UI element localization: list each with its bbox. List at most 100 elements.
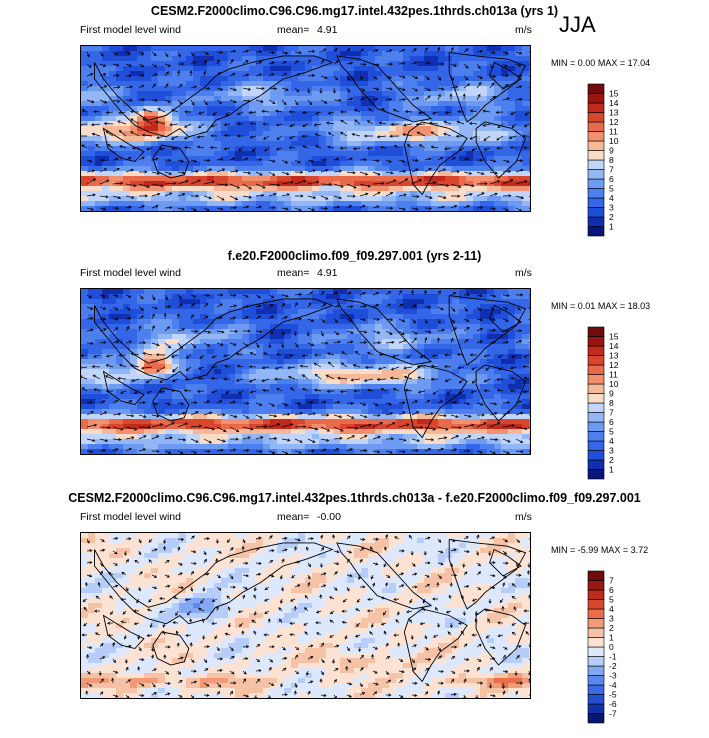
colorbar-swatch — [587, 431, 605, 442]
colorbar-tick-label: 5 — [609, 427, 614, 437]
colorbar-swatch — [587, 336, 605, 347]
colorbar-swatch — [587, 627, 605, 638]
colorbar-swatch — [587, 646, 605, 657]
colorbar-swatch — [587, 374, 605, 385]
colorbar-tick-label: 5 — [609, 184, 614, 194]
colorbar-swatch — [587, 345, 605, 356]
min-label: MIN = — [551, 545, 576, 555]
colorbar-swatch — [587, 675, 605, 686]
colorbar-swatch — [587, 469, 605, 480]
min-max-readout: MIN = -5.99 MAX = 3.72 — [551, 545, 648, 555]
colorbar-tick-label: -3 — [609, 671, 617, 681]
colorbar-swatch — [587, 599, 605, 610]
colorbar-tick-label: 11 — [609, 370, 618, 380]
colorbar-tick-label: 1 — [609, 633, 614, 643]
colorbar-tick-label: 7 — [609, 408, 614, 418]
colorbar-tick-label: 6 — [609, 417, 614, 427]
mean-label: mean= — [277, 511, 310, 523]
colorbar-swatch — [587, 665, 605, 676]
units-label: m/s — [515, 24, 532, 36]
colorbar-tick-label: 9 — [609, 389, 614, 399]
colorbar-tick-label: 11 — [609, 127, 618, 137]
panel-title: CESM2.F2000climo.C96.C96.mg17.intel.432p… — [150, 4, 559, 18]
colorbar-swatch — [587, 459, 605, 470]
colorbar-tick-label: 3 — [609, 446, 614, 456]
mean-label: mean= — [277, 267, 310, 279]
colorbar-tick-label: 4 — [609, 436, 614, 446]
wind-speed-field — [81, 289, 530, 454]
colorbar-tick-label: 12 — [609, 117, 619, 127]
colorbar-swatch — [587, 637, 605, 648]
colorbar-swatch — [587, 226, 605, 237]
colorbar-tick-label: 2 — [609, 623, 614, 633]
colorbar-swatch — [587, 694, 605, 705]
colorbar-swatch — [587, 364, 605, 375]
panel-title: f.e20.F2000climo.f09_f09.297.001 (yrs 2-… — [227, 249, 482, 263]
min-label: MIN = — [551, 58, 576, 68]
colorbar-swatch — [587, 440, 605, 451]
min-max-readout: MIN = 0.01 MAX = 18.03 — [551, 301, 650, 311]
colorbar-tick-label: 13 — [609, 108, 619, 118]
colorbar-swatch — [587, 355, 605, 366]
wind-map — [80, 532, 531, 699]
colorbar-swatch — [587, 326, 605, 337]
colorbar-swatch — [587, 421, 605, 432]
variable-label: First model level wind — [80, 267, 181, 279]
colorbar-tick-label: 6 — [609, 174, 614, 184]
colorbar-tick-label: 4 — [609, 604, 614, 614]
colorbar-swatch — [587, 112, 605, 123]
units-label: m/s — [515, 511, 532, 523]
colorbar-tick-label: 3 — [609, 203, 614, 213]
colorbar-tick-label: 8 — [609, 398, 614, 408]
mean-value: -0.00 — [317, 511, 341, 523]
units-label: m/s — [515, 267, 532, 279]
colorbar-swatch — [587, 169, 605, 180]
colorbar-tick-label: 12 — [609, 360, 619, 370]
mean-value: 4.91 — [317, 24, 338, 36]
max-value: 3.72 — [630, 545, 649, 555]
colorbar-swatch — [587, 216, 605, 227]
colorbar-swatch — [587, 150, 605, 161]
colorbar-swatch — [587, 402, 605, 413]
colorbar-tick-label: 4 — [609, 193, 614, 203]
season-label: JJA — [559, 12, 596, 37]
min-value: -5.99 — [577, 545, 599, 555]
colorbar-swatch — [587, 207, 605, 218]
colorbar-swatch — [587, 580, 605, 591]
colorbar-tick-label: -1 — [609, 652, 617, 662]
colorbar-tick-label: 2 — [609, 455, 614, 465]
colorbar-tick-label: 7 — [609, 165, 614, 175]
colorbar-tick-label: 14 — [609, 341, 619, 351]
colorbar-swatch — [587, 412, 605, 423]
colorbar-swatch — [587, 713, 605, 724]
colorbar-swatch — [587, 159, 605, 170]
continent-outlines — [94, 52, 527, 196]
mean-label: mean= — [277, 24, 310, 36]
max-value: 17.04 — [627, 58, 651, 68]
colorbar-swatch — [587, 140, 605, 151]
colorbar-swatch — [587, 656, 605, 667]
colorbar-tick-label: 13 — [609, 351, 619, 361]
wind-vectors — [81, 533, 530, 698]
colorbar-swatch — [587, 102, 605, 113]
colorbar-swatch — [587, 121, 605, 132]
colorbar-swatch — [587, 570, 605, 581]
colorbar-swatch — [587, 618, 605, 629]
colorbar-swatch — [587, 83, 605, 94]
max-label: MAX = — [597, 58, 626, 68]
min-value: 0.00 — [577, 58, 596, 68]
colorbar-tick-label: -7 — [609, 709, 617, 719]
colorbar-tick-label: 9 — [609, 146, 614, 156]
colorbar-swatch — [587, 178, 605, 189]
colorbar-tick-label: 15 — [609, 89, 619, 99]
max-label: MAX = — [600, 545, 629, 555]
wind-map-plot — [81, 533, 530, 698]
colorbar-swatch — [587, 703, 605, 714]
min-label: MIN = — [551, 301, 576, 311]
colorbar-tick-label: 1 — [609, 222, 614, 232]
min-max-readout: MIN = 0.00 MAX = 17.04 — [551, 58, 650, 68]
colorbar-swatch — [587, 589, 605, 600]
wind-map — [80, 45, 531, 212]
